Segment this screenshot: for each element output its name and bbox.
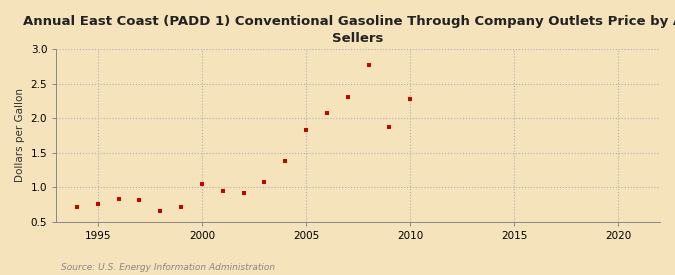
Point [155, 209, 165, 214]
Point [363, 63, 374, 67]
Point [113, 197, 124, 201]
Text: Source: U.S. Energy Information Administration: Source: U.S. Energy Information Administ… [61, 263, 275, 272]
Point [176, 204, 186, 209]
Title: Annual East Coast (PADD 1) Conventional Gasoline Through Company Outlets Price b: Annual East Coast (PADD 1) Conventional … [24, 15, 675, 45]
Y-axis label: Dollars per Gallon: Dollars per Gallon [15, 88, 25, 182]
Point [300, 128, 311, 133]
Point [405, 97, 416, 101]
Point [238, 191, 249, 195]
Point [134, 197, 145, 202]
Point [342, 95, 353, 100]
Point [384, 125, 395, 129]
Point [72, 204, 82, 209]
Point [217, 188, 228, 193]
Point [196, 182, 207, 186]
Point [92, 202, 103, 207]
Point [280, 159, 291, 163]
Point [259, 180, 270, 184]
Point [321, 110, 332, 115]
